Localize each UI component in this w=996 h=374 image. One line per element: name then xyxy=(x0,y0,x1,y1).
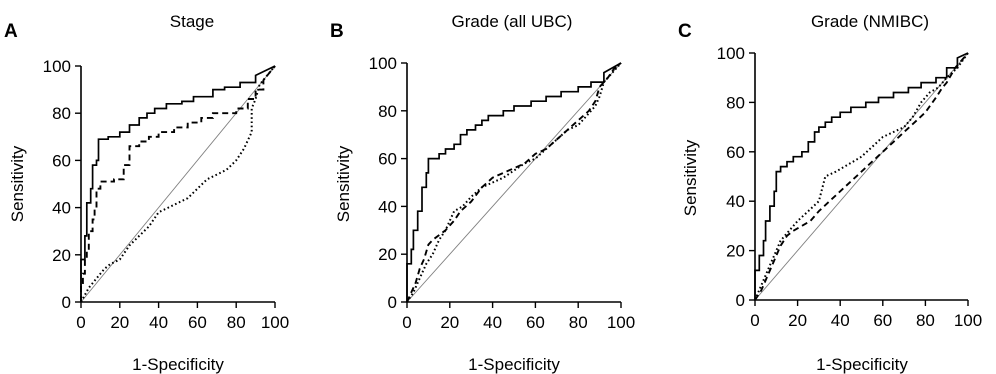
roc-curves xyxy=(406,62,622,303)
y-tick-label: 40 xyxy=(726,192,745,211)
ticks: 0 20 40 60 80 100 0 20 40 60 80 100 xyxy=(369,54,636,332)
y-axis-label: Sensitivity xyxy=(334,145,353,222)
y-tick-label: 0 xyxy=(388,293,397,312)
y-tick-label: 60 xyxy=(378,150,397,169)
panel-b: B Grade (all UBC) 0 20 40 60 80 100 0 20 40 60 80 1… xyxy=(330,12,635,374)
roc-curve-solid xyxy=(406,62,622,302)
y-tick-label: 20 xyxy=(52,246,71,265)
x-tick-label: 40 xyxy=(483,313,502,332)
y-tick-label: 40 xyxy=(378,197,397,216)
y-axis-label: Sensitivity xyxy=(8,145,27,222)
y-tick-label: 20 xyxy=(378,245,397,264)
y-tick-label: 80 xyxy=(726,93,745,112)
x-tick-label: 0 xyxy=(750,311,759,330)
x-tick-label: 80 xyxy=(569,313,588,332)
x-tick-label: 40 xyxy=(831,311,850,330)
panel-title: Grade (NMIBC) xyxy=(811,12,929,31)
x-tick-label: 100 xyxy=(261,313,289,332)
x-tick-label: 20 xyxy=(788,311,807,330)
reference-line xyxy=(406,62,622,303)
reference-line xyxy=(80,65,276,303)
panel-letter: A xyxy=(4,21,18,42)
x-tick-label: 80 xyxy=(227,313,246,332)
x-tick-label: 40 xyxy=(149,313,168,332)
x-tick-label: 20 xyxy=(110,313,129,332)
y-tick-label: 0 xyxy=(62,293,71,312)
x-tick-label: 100 xyxy=(607,313,635,332)
roc-curve-solid xyxy=(80,65,276,302)
y-tick-label: 80 xyxy=(52,104,71,123)
y-tick-label: 100 xyxy=(369,54,397,73)
x-tick-label: 100 xyxy=(954,311,982,330)
y-tick-label: 100 xyxy=(717,44,745,63)
roc-curve-dotted xyxy=(406,62,622,303)
x-tick-label: 60 xyxy=(188,313,207,332)
panel-title: Grade (all UBC) xyxy=(452,12,573,31)
roc-curve-dashed xyxy=(80,65,276,302)
x-tick-label: 60 xyxy=(526,313,545,332)
panel-letter: B xyxy=(330,21,344,42)
roc-curve-dotted xyxy=(80,65,276,303)
reference-line xyxy=(754,52,969,301)
x-tick-label: 80 xyxy=(916,311,935,330)
panel-c: C Grade (NMIBC) 0 20 40 60 80 100 0 20 40 60 80 100… xyxy=(678,12,982,374)
panel-title: Stage xyxy=(170,12,214,31)
y-tick-label: 80 xyxy=(378,102,397,121)
x-axis-label: 1-Specificity xyxy=(132,355,224,374)
roc-curve-dashed xyxy=(406,62,622,303)
roc-curve-dotted xyxy=(754,52,969,301)
roc-curve-dashed xyxy=(754,52,969,301)
y-tick-label: 100 xyxy=(43,57,71,76)
panel-letter: C xyxy=(678,21,692,42)
x-axis-label: 1-Specificity xyxy=(468,355,560,374)
x-axis-label: 1-Specificity xyxy=(816,355,908,374)
ticks: 0 20 40 60 80 100 0 20 40 60 80 100 xyxy=(43,57,290,332)
y-tick-label: 60 xyxy=(726,143,745,162)
ticks: 0 20 40 60 80 100 0 20 40 60 80 100 xyxy=(717,44,983,330)
y-axis-label: Sensitivity xyxy=(681,139,700,216)
y-tick-label: 40 xyxy=(52,199,71,218)
roc-curves xyxy=(754,52,969,301)
x-tick-label: 0 xyxy=(402,313,411,332)
roc-curve-solid xyxy=(754,52,969,300)
y-tick-label: 60 xyxy=(52,151,71,170)
roc-curves xyxy=(80,65,276,303)
y-tick-label: 0 xyxy=(736,291,745,310)
x-tick-label: 60 xyxy=(873,311,892,330)
panel-a: A Stage 0 20 40 60 80 100 0 20 40 60 80 100 1-Speci… xyxy=(4,12,289,374)
y-tick-label: 20 xyxy=(726,242,745,261)
x-tick-label: 20 xyxy=(440,313,459,332)
x-tick-label: 0 xyxy=(76,313,85,332)
